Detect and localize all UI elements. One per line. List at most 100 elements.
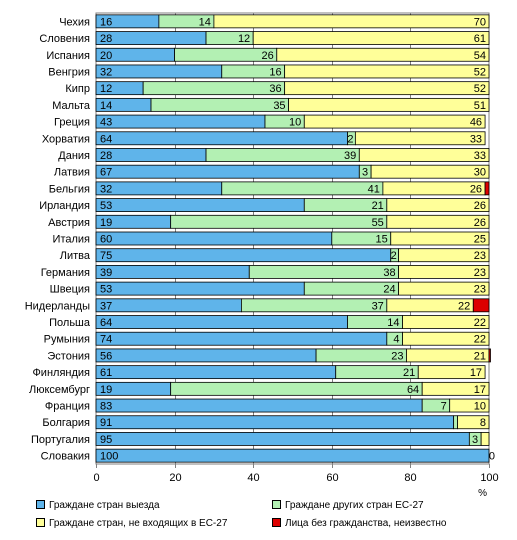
data-label: 26 [262, 50, 274, 62]
category-label: Ирландия [39, 200, 90, 212]
bar-segment [95, 164, 360, 179]
category-label: Словения [39, 33, 90, 45]
bar-segment [480, 432, 490, 446]
data-label: 8 [480, 417, 486, 429]
data-label: 83 [100, 401, 112, 413]
data-label: 21 [474, 350, 486, 362]
data-label: 70 [474, 16, 486, 28]
data-label: 20 [100, 50, 112, 62]
bar-segment [457, 415, 490, 430]
data-label: 52 [474, 83, 486, 95]
data-label: 64 [100, 133, 112, 145]
category-label: Люксембург [29, 384, 90, 396]
data-label: 23 [474, 250, 486, 262]
bar-segment [417, 365, 486, 380]
bar-segment [488, 348, 491, 363]
bar-segment [150, 97, 289, 112]
data-label: 24 [383, 284, 395, 296]
bar-segment [386, 198, 490, 212]
data-label: 17 [474, 384, 486, 396]
category-label: Финляндия [32, 367, 90, 379]
bar-segment [95, 114, 266, 129]
legend-swatch-stateless [272, 517, 281, 527]
legend-item-other-eu: Граждане других стран ЕС-27 [272, 499, 424, 511]
data-label: 28 [100, 150, 112, 162]
data-label: 64 [100, 317, 112, 329]
category-label: Венгрия [48, 66, 90, 78]
category-label: Бельгия [49, 183, 90, 195]
legend-swatch-origin [36, 499, 45, 509]
data-label: 33 [474, 150, 486, 162]
bar-segment [276, 47, 490, 62]
data-label: 7 [441, 401, 447, 413]
bar-segment [358, 148, 490, 162]
data-label: 39 [100, 267, 112, 279]
data-label: 53 [100, 200, 112, 212]
bar-segment [170, 214, 388, 229]
data-label: 15 [376, 234, 388, 246]
bar-segment [95, 448, 490, 463]
data-label: 17 [470, 367, 482, 379]
data-label: 55 [372, 217, 384, 229]
data-label: 39 [344, 150, 356, 162]
bar-segment [213, 14, 490, 29]
data-label: 2 [347, 133, 353, 145]
bar-segment [354, 131, 486, 146]
category-label: Испания [46, 50, 90, 62]
bar-segment [95, 131, 348, 146]
data-label: 22 [474, 334, 486, 346]
bar-segment [252, 31, 490, 45]
bar-segment [398, 281, 490, 296]
bar-segment [95, 64, 223, 79]
legend-label-origin: Граждане стран выезда [49, 500, 160, 511]
bar-segment [95, 248, 392, 263]
bar-segment [284, 64, 490, 79]
data-label: 3 [362, 167, 368, 179]
bar-segment [398, 265, 490, 279]
bar-segment [421, 381, 490, 396]
category-label: Румыния [44, 334, 90, 346]
bar-segment [95, 315, 348, 329]
bar-segment [95, 348, 317, 363]
category-label: Германия [41, 267, 90, 279]
category-label: Швеция [50, 284, 90, 296]
category-label: Греция [54, 117, 90, 129]
x-tick-label: 40 [247, 472, 259, 484]
data-label: 21 [403, 367, 415, 379]
bar-segment [221, 181, 384, 196]
bar-segment [453, 415, 458, 430]
legend-label-other-eu: Граждане других стран ЕС-27 [285, 500, 424, 511]
bar-segment [95, 198, 305, 212]
legend-label-non-eu: Граждане стран, не входящих в ЕС-27 [49, 518, 228, 529]
data-label: 12 [100, 83, 112, 95]
legend-item-origin: Граждане стран выезда [36, 499, 160, 511]
data-label: 26 [470, 183, 482, 195]
bar-segment [95, 398, 423, 413]
bar-segment [95, 415, 455, 430]
bar-segment [402, 315, 490, 329]
bar-segment [95, 281, 305, 296]
category-label: Дания [58, 150, 90, 162]
bar-segment [95, 231, 333, 246]
bar-segment [95, 298, 242, 313]
category-label: Нидерланды [25, 300, 90, 312]
data-label: 67 [100, 167, 112, 179]
bar-segment [248, 265, 400, 279]
bar-segment [449, 398, 490, 413]
data-label: 26 [474, 200, 486, 212]
data-label: 46 [470, 117, 482, 129]
category-label: Франция [45, 401, 90, 413]
data-label: 32 [100, 183, 112, 195]
data-label: 30 [474, 167, 486, 179]
data-label: 36 [269, 83, 281, 95]
data-label: 14 [199, 16, 211, 28]
bar-segment [402, 331, 490, 346]
data-label: 33 [470, 133, 482, 145]
data-label: 23 [391, 350, 403, 362]
data-label: 22 [458, 300, 470, 312]
data-label: 28 [100, 33, 112, 45]
data-label: 19 [100, 217, 112, 229]
bar-segment [95, 331, 388, 346]
data-label: 52 [474, 66, 486, 78]
